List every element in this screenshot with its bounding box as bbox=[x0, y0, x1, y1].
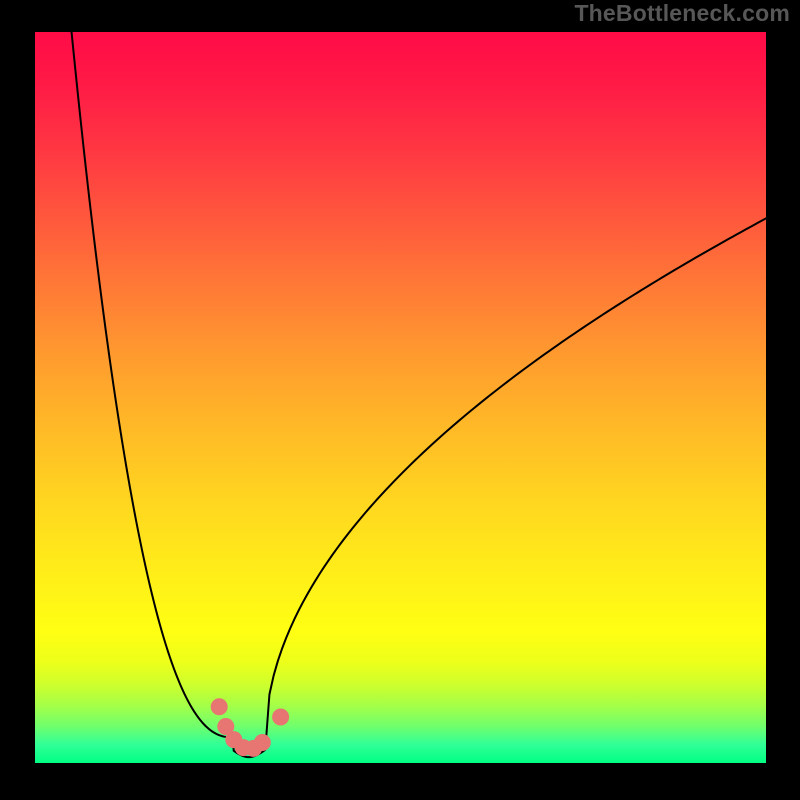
marker-point bbox=[211, 699, 227, 715]
bottleneck-curve bbox=[72, 32, 766, 757]
chart-stage: TheBottleneck.com bbox=[0, 0, 800, 800]
marker-point bbox=[273, 709, 289, 725]
marker-point bbox=[254, 735, 270, 751]
trough-markers bbox=[211, 699, 288, 757]
plot-area bbox=[35, 32, 766, 763]
plot-overlay-svg bbox=[35, 32, 766, 763]
watermark-text: TheBottleneck.com bbox=[574, 0, 790, 27]
